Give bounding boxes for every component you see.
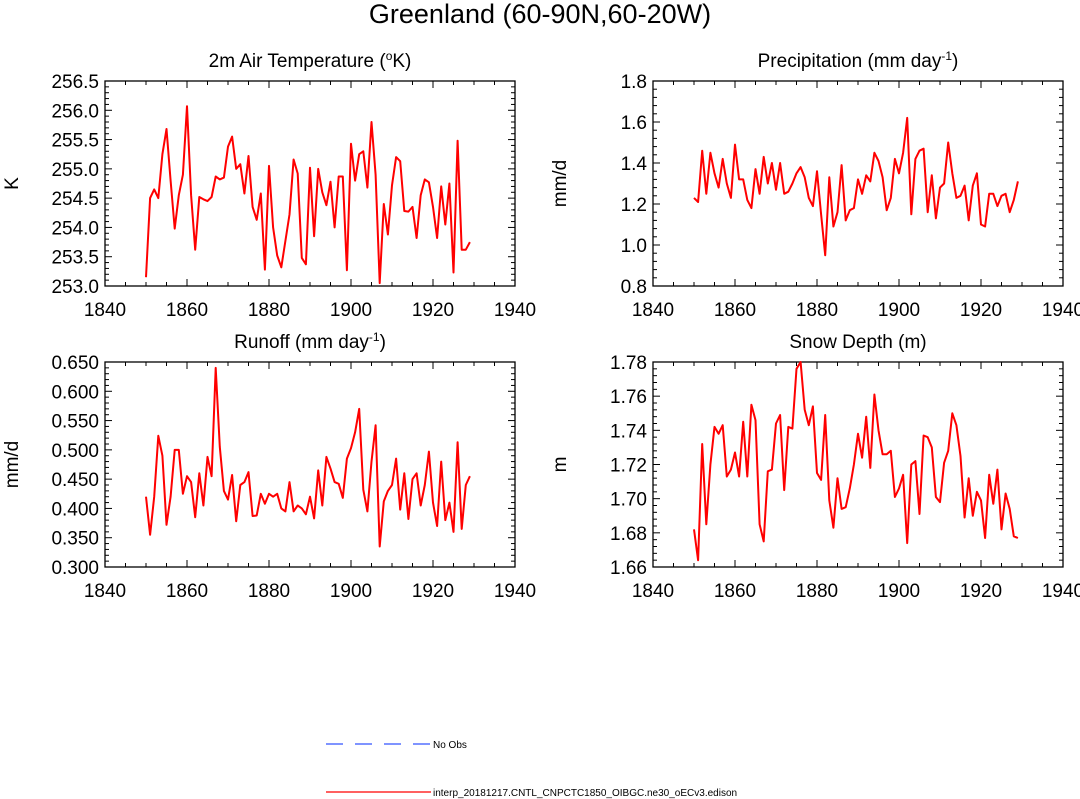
y-tick-label: 253.0	[51, 277, 99, 298]
y-tick-label: 0.300	[51, 558, 99, 579]
y-tick-label: 0.450	[51, 470, 99, 491]
plot-frame	[104, 361, 516, 568]
panel-temperature: 1840 1860 1880 1900 1920 1940 253.0 253.5 254.0 2…	[2, 49, 536, 321]
legend-label-model: interp_20181217.CNTL_CNPCTC1850_OIBGC.ne…	[433, 788, 737, 799]
x-tick-label: 1860	[714, 581, 756, 602]
panel-snow-depth: 1840 1860 1880 1900 1920 1940 1.66 1.68 1.70 1.72…	[550, 332, 1080, 602]
series-line	[145, 105, 471, 285]
y-tick-label: 0.600	[51, 382, 99, 403]
x-tick-label: 1860	[714, 300, 756, 321]
y-tick-label: 256.0	[51, 101, 99, 122]
y-tick-label: 254.0	[51, 218, 99, 239]
panel-title-main: 2m Air Temperature (	[209, 51, 387, 72]
plot-frame	[652, 361, 1064, 568]
panel-title: Runoff (mm day-1)	[234, 330, 386, 353]
x-tick-label: 1880	[248, 581, 290, 602]
x-tick-label: 1900	[878, 581, 920, 602]
x-tick-label: 1920	[412, 581, 454, 602]
series-line	[693, 361, 1019, 562]
panel-title-superscript: -1	[369, 330, 380, 344]
x-tick-label: 1920	[960, 300, 1002, 321]
y-tick-label: 255.5	[51, 131, 99, 152]
x-tick-label: 1840	[632, 300, 674, 321]
panel-title-main: Runoff (mm day	[234, 332, 369, 353]
y-axis-label: m	[550, 457, 571, 473]
y-tick-label: 1.2	[621, 195, 647, 216]
x-tick-label: 1880	[796, 300, 838, 321]
panels: 1840 1860 1880 1900 1920 1940 253.0 253.5 254.0 2…	[2, 49, 1080, 602]
y-tick-label: 1.6	[621, 113, 647, 134]
y-tick-label: 0.8	[621, 277, 647, 298]
x-tick-label: 1920	[412, 300, 454, 321]
y-tick-label: 0.400	[51, 499, 99, 520]
y-tick-label: 254.5	[51, 189, 99, 210]
panel-title-suffix: )	[380, 332, 386, 353]
x-tick-label: 1920	[960, 581, 1002, 602]
y-tick-label: 1.4	[621, 154, 648, 175]
y-tick-label: 1.76	[610, 387, 647, 408]
x-tick-label: 1900	[330, 581, 372, 602]
y-axis-label: mm/d	[550, 160, 571, 208]
y-axis-label: mm/d	[2, 441, 23, 489]
x-tick-label: 1940	[1042, 581, 1080, 602]
x-tick-label: 1840	[632, 581, 674, 602]
panel-title: Snow Depth (m)	[789, 332, 926, 353]
series-line	[145, 366, 471, 548]
y-tick-label: 0.500	[51, 441, 99, 462]
y-tick-label: 1.8	[621, 72, 647, 93]
x-tick-label: 1880	[248, 300, 290, 321]
x-tick-label: 1840	[84, 581, 126, 602]
y-axis-label: K	[2, 177, 23, 190]
y-tick-label: 1.70	[610, 490, 647, 511]
x-tick-label: 1900	[878, 300, 920, 321]
panel-title: Precipitation (mm day-1)	[758, 49, 959, 72]
y-tick-label: 0.550	[51, 412, 99, 433]
panel-title-suffix: )	[952, 51, 958, 72]
panel-precipitation: 1840 1860 1880 1900 1920 1940 0.8 1.0 1.2 1.4 1.6 1…	[550, 49, 1080, 321]
panel-title-main: Precipitation (mm day	[758, 51, 942, 72]
y-tick-label: 1.68	[610, 524, 647, 545]
x-tick-label: 1840	[84, 300, 126, 321]
y-tick-label: 1.72	[610, 456, 647, 477]
y-tick-label: 1.0	[621, 236, 647, 257]
y-tick-label: 1.66	[610, 558, 647, 579]
x-tick-label: 1940	[494, 581, 536, 602]
y-tick-label: 255.0	[51, 160, 99, 181]
x-tick-label: 1860	[166, 300, 208, 321]
y-tick-label: 0.350	[51, 529, 99, 550]
legend: No Obs interp_20181217.CNTL_CNPCTC1850_O…	[326, 740, 737, 799]
x-tick-label: 1940	[494, 300, 536, 321]
x-tick-label: 1900	[330, 300, 372, 321]
series-line	[693, 116, 1019, 257]
panel-title-superscript: -1	[941, 49, 952, 63]
panel-runoff: 1840 1860 1880 1900 1920 1940 0.300 0.350 0.400 0…	[2, 330, 536, 602]
y-tick-label: 0.650	[51, 353, 99, 374]
x-tick-label: 1860	[166, 581, 208, 602]
x-tick-label: 1880	[796, 581, 838, 602]
panel-title-superscript: o	[386, 49, 393, 63]
panel-title-main: Snow Depth (m)	[789, 332, 926, 353]
y-tick-label: 1.74	[610, 421, 647, 442]
figure-title: Greenland (60-90N,60-20W)	[369, 0, 711, 29]
panel-title: 2m Air Temperature (oK)	[209, 49, 412, 72]
legend-label-no-obs: No Obs	[433, 740, 467, 751]
panel-title-suffix: K)	[392, 51, 411, 72]
x-tick-label: 1940	[1042, 300, 1080, 321]
y-tick-label: 253.5	[51, 248, 99, 269]
y-tick-label: 256.5	[51, 72, 99, 93]
y-tick-label: 1.78	[610, 353, 647, 374]
